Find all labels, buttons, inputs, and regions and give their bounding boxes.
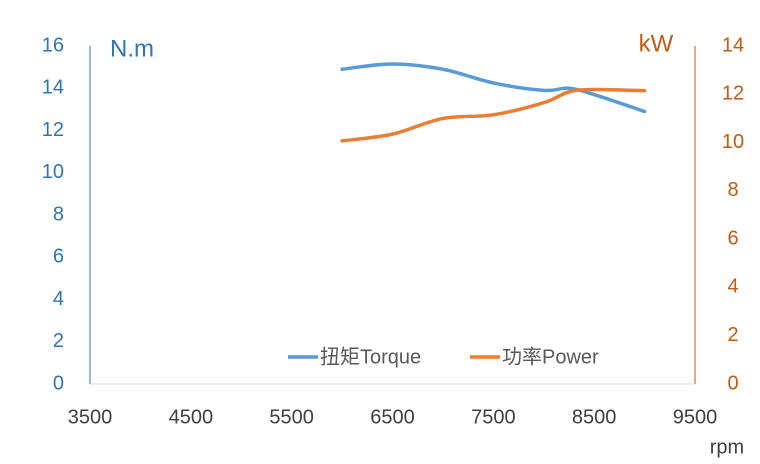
x-tick-label: 8500 bbox=[572, 406, 617, 428]
y-tick-label: 8 bbox=[53, 203, 64, 225]
x-tick-label: 3500 bbox=[68, 406, 113, 428]
y-tick-label: 14 bbox=[42, 77, 64, 99]
x-tick-label: 4500 bbox=[169, 406, 214, 428]
y-tick-label: 4 bbox=[53, 288, 64, 310]
y2-tick-label: 4 bbox=[727, 276, 738, 298]
y-axis-title: N.m bbox=[110, 35, 154, 62]
y2-tick-label: 14 bbox=[722, 34, 744, 56]
y-tick-label: 0 bbox=[53, 372, 64, 394]
y2-tick-label: 12 bbox=[722, 83, 744, 105]
y-tick-label: 12 bbox=[42, 119, 64, 141]
series-line bbox=[340, 62, 647, 114]
y-tick-label: 6 bbox=[53, 246, 64, 268]
x-tick-label: 6500 bbox=[370, 406, 415, 428]
x-axis-title: rpm bbox=[710, 436, 744, 458]
y2-tick-label: 6 bbox=[727, 227, 738, 249]
y2-tick-label: 8 bbox=[727, 179, 738, 201]
x-tick-label: 9500 bbox=[673, 406, 718, 428]
x-tick-label: 5500 bbox=[269, 406, 314, 428]
y-tick-label: 2 bbox=[53, 330, 64, 352]
y-tick-label: 16 bbox=[42, 34, 64, 56]
y-tick-label: 10 bbox=[42, 161, 64, 183]
y2-tick-label: 0 bbox=[727, 372, 738, 394]
legend-label: 扭矩Torque bbox=[320, 345, 421, 368]
y2-axis-title: kW bbox=[639, 30, 674, 57]
series-line bbox=[340, 87, 647, 143]
x-tick-label: 7500 bbox=[471, 406, 516, 428]
legend-label: 功率Power bbox=[502, 345, 599, 368]
y2-tick-label: 2 bbox=[727, 324, 738, 346]
y2-tick-label: 10 bbox=[722, 131, 744, 153]
